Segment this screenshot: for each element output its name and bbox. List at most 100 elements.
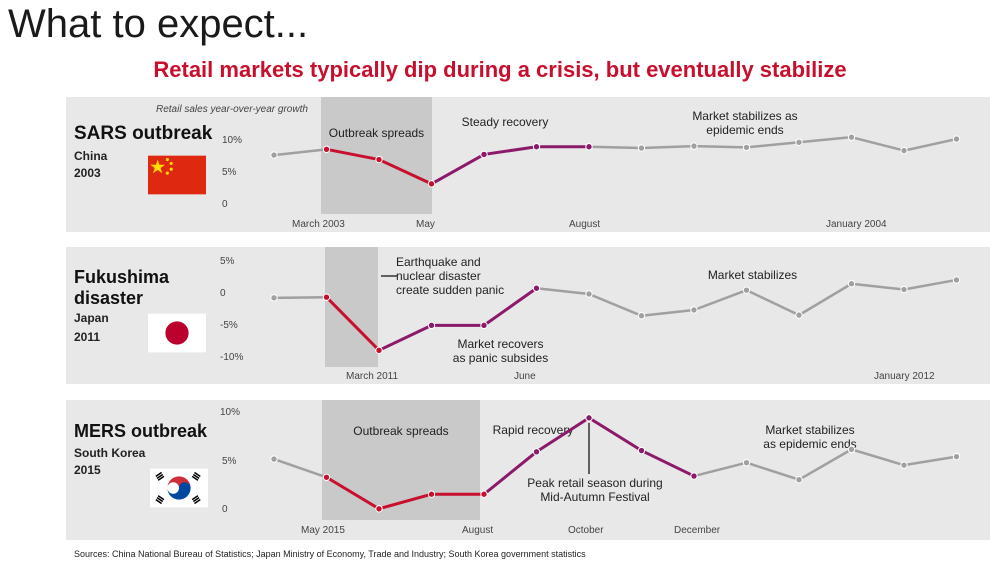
data-point	[585, 414, 593, 422]
y-axis-label: Retail sales year-over-year growth	[156, 104, 308, 115]
x-tick-sars-january: January 2004	[826, 219, 887, 230]
crisis-shade-fukushima	[325, 247, 378, 367]
line-segment	[325, 475, 381, 511]
data-point	[900, 285, 908, 294]
data-point	[952, 452, 961, 461]
data-point	[480, 321, 488, 330]
data-point	[532, 284, 541, 292]
data-point	[690, 142, 698, 150]
line-segment	[535, 286, 591, 296]
data-point	[322, 293, 331, 301]
country-sars: China	[74, 149, 108, 163]
line-segment	[902, 455, 958, 467]
data-point	[847, 445, 856, 454]
x-tick-mers-december: December	[674, 525, 721, 536]
line-segment	[692, 288, 748, 312]
y-tick-mers-0: 0	[222, 504, 228, 515]
line-segment	[902, 137, 958, 152]
data-point	[270, 151, 278, 159]
sources-note: Sources: China National Bureau of Statis…	[74, 549, 586, 559]
south-korea-flag-icon	[150, 468, 208, 508]
line-segment	[850, 448, 906, 467]
chart-subtitle: Retail markets typically dip during a cr…	[153, 57, 847, 82]
data-point	[795, 311, 803, 319]
data-point	[795, 475, 803, 484]
x-tick-sars-march: March 2003	[292, 219, 345, 230]
data-point	[585, 290, 593, 298]
china-flag-icon	[148, 155, 206, 195]
x-tick-sars-may: May	[416, 219, 435, 230]
line-segment	[377, 323, 433, 352]
y-tick-mers-5: 5%	[222, 456, 237, 467]
annotation-sars-outbreak: Outbreak spreads	[328, 126, 425, 140]
data-point	[532, 143, 541, 151]
data-point	[322, 473, 331, 481]
annotation-mers-peak: Peak retail season during Mid-Autumn Fes…	[527, 476, 663, 504]
data-point	[742, 286, 751, 294]
line-segment	[745, 288, 801, 317]
data-point	[952, 276, 961, 284]
data-point	[742, 143, 751, 152]
line-segment	[692, 461, 748, 478]
line-segment	[482, 450, 538, 496]
data-point	[270, 455, 278, 463]
panel-sars	[66, 97, 990, 232]
line-segment	[482, 145, 538, 156]
main-heading: What to expect...	[8, 2, 309, 46]
data-point	[427, 180, 436, 188]
line-segment	[272, 457, 328, 479]
line-segment	[325, 147, 381, 162]
line-segment	[850, 135, 906, 152]
data-point	[375, 155, 383, 164]
line-segment	[377, 158, 433, 186]
data-point	[900, 146, 908, 155]
data-point	[427, 490, 436, 498]
data-point	[585, 143, 593, 151]
line-segment	[745, 141, 801, 149]
data-point	[322, 145, 331, 154]
x-tick-fuku-june: June	[514, 371, 536, 382]
line-segment	[692, 144, 748, 149]
data-point	[270, 294, 278, 302]
annotation-sars-stabilizes: Market stabilizes as epidemic ends	[692, 109, 798, 137]
line-segment	[745, 461, 801, 481]
year-sars: 2003	[74, 166, 101, 180]
data-point	[427, 321, 436, 330]
line-segment	[640, 144, 696, 150]
data-point	[480, 150, 488, 159]
y-tick-sars-10: 10%	[222, 135, 243, 146]
annotation-sars-recovery: Steady recovery	[461, 115, 549, 129]
data-point	[742, 459, 751, 467]
line-segment	[797, 282, 853, 317]
line-segment	[430, 152, 486, 186]
data-point	[637, 446, 646, 455]
line-segment	[587, 292, 643, 318]
data-point	[690, 472, 698, 480]
country-mers: South Korea	[74, 446, 146, 460]
x-tick-sars-august: August	[569, 219, 601, 230]
data-point	[375, 346, 383, 355]
annotation-fuku-panic: Earthquake and nuclear disaster create s…	[396, 255, 505, 297]
year-mers: 2015	[74, 463, 101, 477]
annotation-mers-outbreak: Outbreak spreads	[353, 424, 449, 438]
line-segment	[587, 145, 643, 150]
x-tick-mers-may: May 2015	[301, 525, 345, 536]
line-segment	[797, 135, 853, 144]
panel-title-mers: MERS outbreak	[74, 421, 208, 441]
panel-mers	[66, 400, 990, 540]
data-point	[690, 306, 698, 314]
y-tick-sars-0: 0	[222, 199, 228, 210]
line-segment	[640, 449, 696, 478]
annotation-mers-stabilizes: Market stabilizes as epidemic ends	[763, 423, 857, 451]
data-point	[952, 135, 961, 143]
japan-flag-icon	[148, 313, 206, 353]
x-tick-fuku-january: January 2012	[874, 371, 935, 382]
y-tick-fuku-0: 0	[220, 288, 226, 299]
line-segment	[325, 295, 381, 352]
data-point	[795, 138, 803, 146]
data-point	[532, 448, 541, 456]
panel-fukushima	[66, 247, 990, 384]
x-tick-mers-august: August	[462, 525, 494, 536]
crisis-shade-sars	[321, 97, 432, 214]
x-tick-fuku-march: March 2011	[346, 371, 399, 382]
